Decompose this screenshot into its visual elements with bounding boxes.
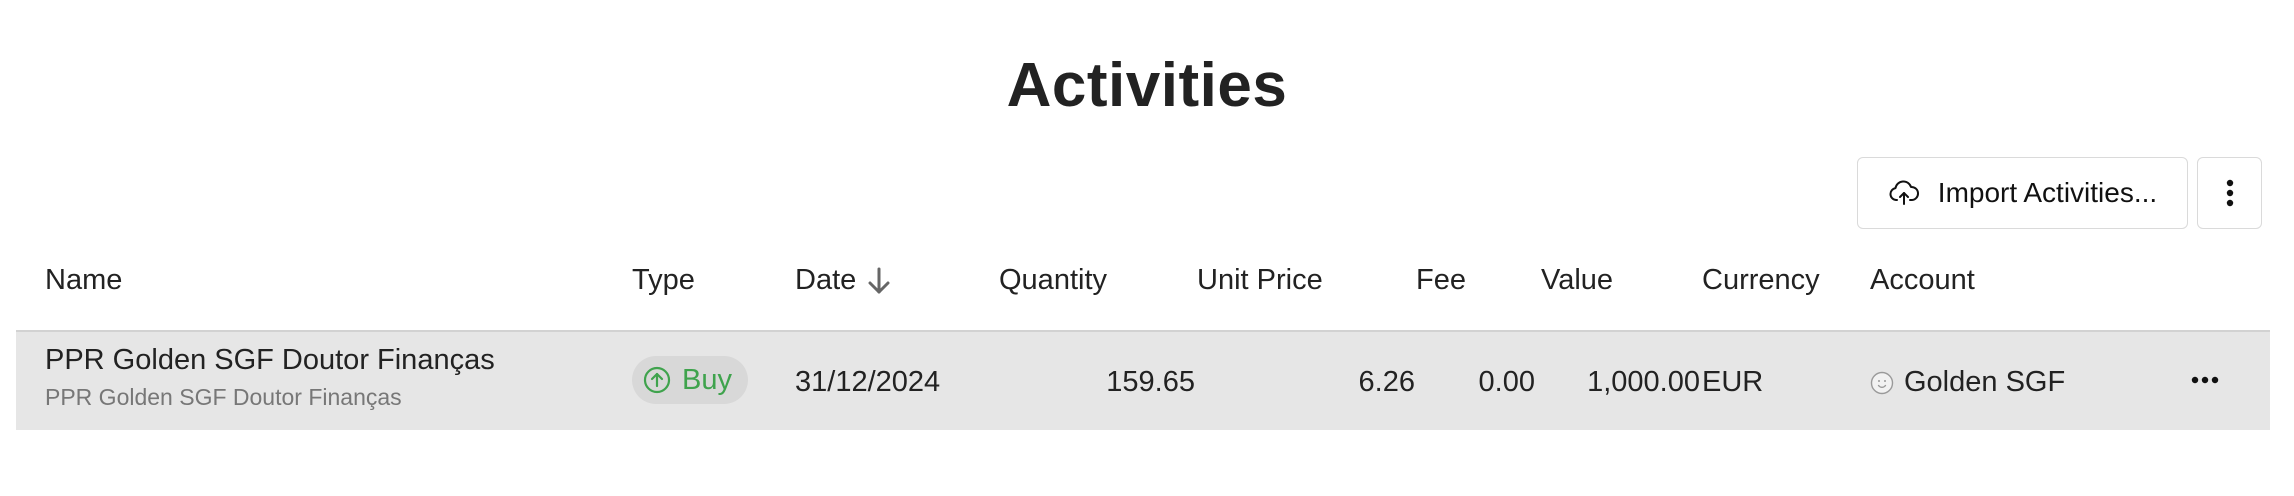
column-header-fee[interactable]: Fee	[1416, 264, 1466, 297]
column-header-date-label: Date	[795, 264, 857, 296]
import-activities-button[interactable]: Import Activities...	[1857, 157, 2188, 229]
page-title: Activities	[1006, 51, 1288, 120]
arrow-down-icon	[866, 266, 892, 296]
activity-fee: 0.00	[1478, 366, 1535, 398]
table-row[interactable]: PPR Golden SGF Doutor Finanças PPR Golde…	[16, 332, 2270, 430]
column-header-value-label: Value	[1541, 264, 1614, 296]
activity-currency: EUR	[1702, 366, 1764, 398]
column-header-quantity-label: Quantity	[999, 264, 1107, 296]
column-header-name[interactable]: Name	[45, 264, 122, 297]
column-header-fee-label: Fee	[1416, 264, 1466, 296]
more-options-button[interactable]	[2197, 157, 2262, 229]
column-header-name-label: Name	[45, 264, 123, 296]
row-actions-button[interactable]	[2185, 360, 2225, 400]
column-header-unit-price-label: Unit Price	[1197, 264, 1323, 296]
more-horizontal-icon	[2191, 376, 2219, 384]
arrow-up-circle-icon	[642, 365, 672, 395]
activity-unit-price: 6.26	[1358, 366, 1415, 398]
column-header-currency[interactable]: Currency	[1702, 264, 1820, 297]
column-header-value[interactable]: Value	[1541, 264, 1613, 297]
column-header-quantity[interactable]: Quantity	[999, 264, 1107, 297]
type-badge: Buy	[632, 356, 748, 404]
column-header-type-label: Type	[632, 264, 695, 296]
type-label: Buy	[682, 363, 732, 396]
cloud-upload-icon	[1888, 177, 1920, 209]
activities-table: Name Type Date Quantity Unit Price	[16, 250, 2270, 430]
column-header-date[interactable]: Date	[795, 264, 892, 297]
activity-name: PPR Golden SGF Doutor Finanças	[45, 344, 495, 376]
activity-symbol: PPR Golden SGF Doutor Finanças	[45, 384, 402, 410]
account-name: Golden SGF	[1904, 366, 2066, 398]
column-header-account[interactable]: Account	[1870, 264, 1975, 297]
activity-quantity: 159.65	[1106, 366, 1195, 398]
column-header-unit-price[interactable]: Unit Price	[1197, 264, 1323, 297]
table-header: Name Type Date Quantity Unit Price	[16, 250, 2270, 332]
activity-date: 31/12/2024	[795, 366, 941, 398]
toolbar: Import Activities...	[1857, 157, 2262, 229]
column-header-currency-label: Currency	[1702, 264, 1820, 296]
activity-value: 1,000.00	[1587, 366, 1700, 398]
account-avatar-icon	[1870, 371, 1894, 395]
more-vertical-icon	[2225, 178, 2235, 208]
column-header-type[interactable]: Type	[632, 264, 695, 297]
import-activities-label: Import Activities...	[1937, 177, 2158, 208]
column-header-account-label: Account	[1870, 264, 1975, 296]
activity-account: Golden SGF	[1870, 366, 2065, 399]
